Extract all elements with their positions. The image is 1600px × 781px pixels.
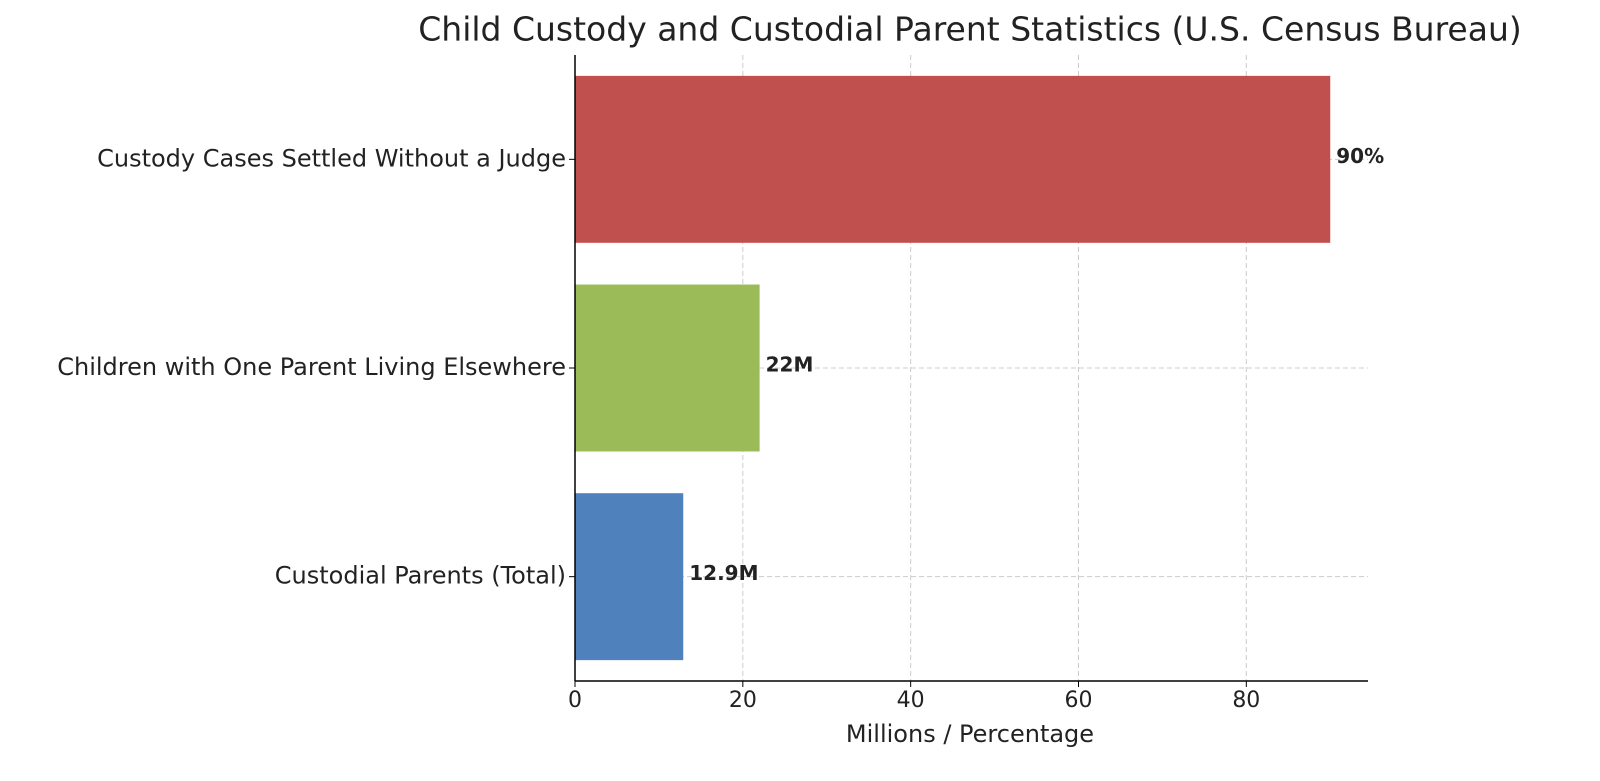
bar	[575, 284, 760, 452]
y-tick-label: Custodial Parents (Total)	[275, 562, 566, 590]
bar	[575, 493, 684, 661]
x-tick-label: 40	[897, 688, 925, 713]
value-label: 12.9M	[689, 561, 758, 585]
x-tick-label: 60	[1064, 688, 1092, 713]
x-axis-label: Millions / Percentage	[846, 720, 1094, 748]
value-label: 90%	[1336, 144, 1384, 168]
value-label: 22M	[766, 353, 814, 377]
x-tick-label: 20	[729, 688, 757, 713]
chart-title: Child Custody and Custodial Parent Stati…	[418, 10, 1522, 49]
x-tick-label: 0	[568, 688, 582, 713]
bar	[575, 75, 1331, 243]
y-tick-label: Custody Cases Settled Without a Judge	[97, 144, 566, 172]
x-tick-label: 80	[1232, 688, 1260, 713]
y-tick-label: Children with One Parent Living Elsewher…	[57, 353, 566, 381]
